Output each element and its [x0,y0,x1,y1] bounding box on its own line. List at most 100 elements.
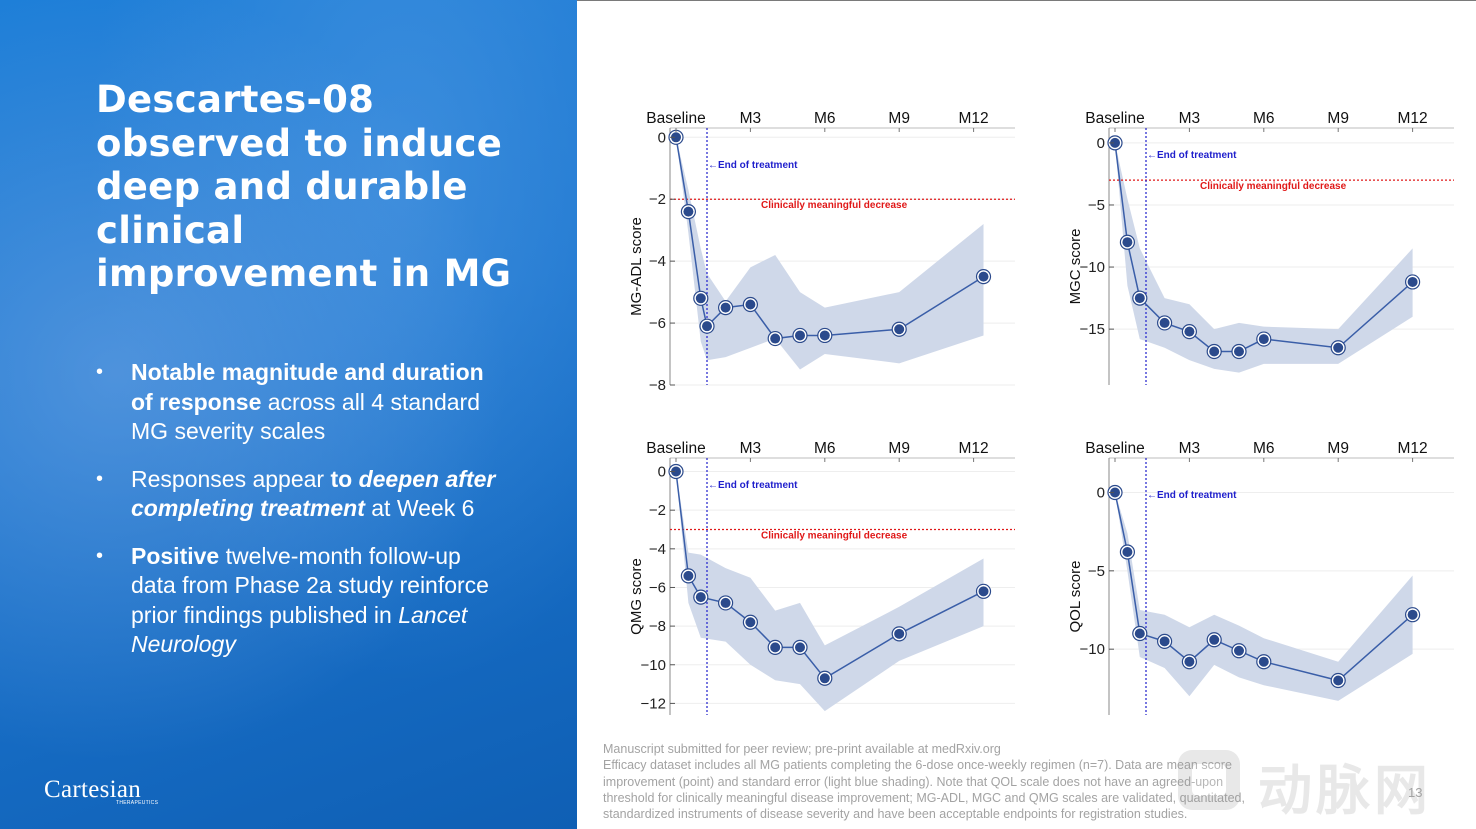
clinically-meaningful-label: Clinically meaningful decrease [761,530,908,541]
data-point [819,673,830,684]
top-tick-label: M3 [740,110,762,127]
y-axis-label: QOL score [1067,561,1084,633]
data-point [819,330,830,341]
data-point [1333,675,1344,686]
bullet-item: • Positive twelve-month follow-up data fr… [96,542,506,660]
clinically-meaningful-label: Clinically meaningful decrease [1200,181,1347,192]
bullet-text: Notable magnitude and duration of respon… [131,359,484,444]
y-tick-label: 0 [1097,135,1105,152]
watermark-logo-icon [1178,750,1240,810]
top-tick-label: M3 [1179,440,1201,457]
page-number: 13 [1408,785,1423,800]
data-point [1134,628,1145,639]
chart-qol: ←End of treatment 0 −5 −10 Baseline M3 M6 M9 M12… [1067,440,1454,715]
data-point [695,592,706,603]
top-tick-label: M12 [1398,440,1428,457]
y-tick-label: −10 [1080,641,1105,658]
chart-mgc: Clinically meaningful decrease ←End of tr… [1067,110,1454,385]
y-tick-label: −8 [649,618,666,635]
y-tick-label: −8 [649,377,666,394]
y-tick-label: 0 [658,129,666,146]
data-point [1258,334,1269,345]
data-point [1209,634,1220,645]
bullet-dot-icon: • [96,361,104,383]
footnote-line: Manuscript submitted for peer review; pr… [603,742,1001,756]
data-point [671,132,681,143]
end-of-treatment-label: ←End of treatment [1147,150,1237,161]
data-point [683,570,694,581]
company-logo-subtext: THERAPEUTICS [116,800,159,806]
end-of-treatment-label: ←End of treatment [708,480,798,491]
top-tick-label: M6 [814,110,836,127]
top-tick-label: M9 [888,110,910,127]
y-tick-label: −4 [649,541,666,558]
top-tick-label: Baseline [1085,110,1144,127]
footnote-line: threshold for clinically meaningful dise… [603,790,1245,805]
data-point [1159,317,1170,328]
top-divider [577,0,1476,1]
y-tick-label: −2 [649,502,666,519]
top-tick-label: M9 [1327,110,1349,127]
data-point [1159,636,1170,647]
top-tick-label: Baseline [646,440,705,457]
y-tick-label: −10 [641,657,666,674]
data-point [695,293,706,304]
top-tick-label: M3 [1179,110,1201,127]
bullet-dot-icon: • [96,544,104,567]
bullet-run: Lancet Neurology [131,601,468,658]
y-tick-label: −5 [1088,563,1105,580]
bullet-run: across all 4 standard MG severity scales [131,388,480,445]
data-point [671,466,681,477]
watermark-text: 动脉网 [1258,759,1432,822]
data-point [894,628,905,639]
bullet-run: Notable magnitude and duration of respon… [131,359,484,415]
y-tick-label: −6 [649,315,666,332]
data-point [978,271,989,282]
chart-mg-adl: Clinically meaningful decrease ←End of tr… [628,110,1015,394]
top-tick-label: M9 [1327,440,1349,457]
bullet-run: twelve-month follow-up data from Phase 2… [131,542,489,628]
data-point [1110,137,1120,148]
data-point [1407,276,1418,287]
clinically-meaningful-label: Clinically meaningful decrease [761,200,908,211]
bullet-item: • Notable magnitude and duration of respo… [96,358,506,447]
data-point [702,321,712,332]
end-of-treatment-label: ←End of treatment [1147,490,1237,501]
standard-error-band [1115,142,1413,373]
bullet-text: Responses appear to deepen after complet… [131,466,495,522]
footnote: Manuscript submitted for peer review; pr… [603,741,1323,822]
y-tick-label: −6 [649,579,666,596]
bullet-run: to [330,465,359,492]
top-tick-label: M6 [1253,110,1275,127]
y-axis-label: MG-ADL score [628,217,645,316]
footnote-line: Efficacy dataset includes all MG patient… [603,758,1232,773]
data-point [745,299,756,310]
left-panel: Descartes-08 observed to induce deep and… [0,0,577,829]
company-logo: Cartesian [44,776,142,803]
data-point [795,330,805,341]
data-point [1407,609,1418,620]
bullet-item: • Responses appear to deepen after comple… [96,465,506,524]
data-point [1110,487,1120,498]
data-point [1209,346,1220,357]
chart-qmg: Clinically meaningful decrease ←End of tr… [628,440,1015,715]
data-point [1234,645,1244,656]
data-point [1134,293,1145,304]
y-tick-label: −12 [641,695,666,712]
data-point [683,206,694,217]
top-tick-label: M6 [1253,440,1275,457]
y-tick-label: −15 [1080,321,1105,338]
top-tick-label: M12 [959,440,989,457]
y-tick-label: −4 [649,253,666,270]
top-tick-label: M3 [740,440,762,457]
top-tick-label: M6 [814,440,836,457]
footnote-line: improvement (point) and standard error (… [603,774,1224,789]
data-point [1234,346,1244,357]
data-point [1184,656,1195,667]
data-point [720,302,731,313]
data-point [1122,547,1133,558]
standard-error-band [676,471,984,712]
footnote-line: standardized instruments of disease seve… [603,807,1188,822]
top-tick-label: Baseline [646,110,705,127]
standard-error-band [1115,492,1413,701]
